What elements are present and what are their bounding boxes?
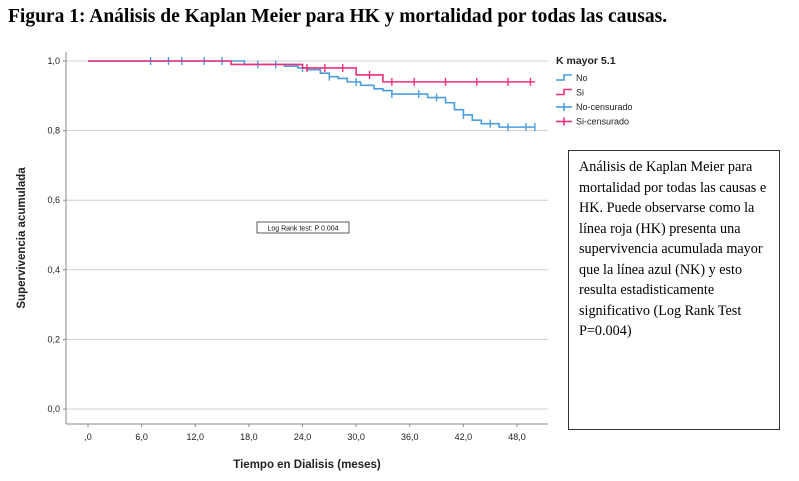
description-box: Análisis de Kaplan Meier para mortalidad… bbox=[568, 150, 780, 430]
survival-line-si bbox=[88, 60, 535, 83]
annotation-log-rank: Log Rank test: P 0.004 bbox=[256, 221, 350, 234]
survival-line-no bbox=[88, 60, 535, 128]
legend-label: No bbox=[576, 73, 588, 83]
x-tick-labels: ,0 6,0 12,0 18,0 24,0 30,0 36,0 42,0 48,0 bbox=[84, 424, 526, 442]
legend-title: K mayor 5.1 bbox=[556, 55, 616, 67]
y-axis-label: Supervivencia acumulada bbox=[16, 167, 28, 309]
legend: K mayor 5.1 No Si No-censurado Si-censurado bbox=[556, 55, 633, 127]
x-tick-label: 42,0 bbox=[455, 432, 473, 442]
legend-swatch-line bbox=[556, 88, 572, 96]
x-tick-label: 24,0 bbox=[294, 432, 312, 442]
y-tick-labels: 0,0 0,2 0,4 0,6 0,8 1,0 bbox=[47, 56, 66, 414]
y-tick-label: 1,0 bbox=[47, 56, 60, 66]
annotation-box bbox=[256, 221, 350, 234]
y-tick-label: 0,0 bbox=[47, 404, 60, 414]
x-axis-label: Tiempo en Dialisis (meses) bbox=[233, 459, 381, 471]
x-tick-label: 12,0 bbox=[186, 432, 204, 442]
survival-curves bbox=[88, 57, 536, 132]
legend-label: No-censurado bbox=[576, 102, 633, 112]
legend-label: Si bbox=[576, 88, 584, 98]
annotation-text: Log Rank test: P 0.004 bbox=[267, 226, 338, 233]
x-tick-label: 6,0 bbox=[135, 432, 148, 442]
x-tick-label: 36,0 bbox=[401, 432, 419, 442]
figure-title: Figura 1: Análisis de Kaplan Meier para … bbox=[8, 6, 668, 27]
x-tick-label: 48,0 bbox=[508, 432, 526, 442]
legend-swatch-line bbox=[556, 74, 572, 81]
legend-label: Si-censurado bbox=[576, 117, 629, 127]
y-tick-label: 0,6 bbox=[47, 195, 60, 205]
y-tick-label: 0,8 bbox=[47, 126, 60, 136]
grid-lines bbox=[66, 60, 548, 410]
x-tick-label: 30,0 bbox=[347, 432, 365, 442]
x-tick-label: ,0 bbox=[84, 432, 92, 442]
x-tick-label: 18,0 bbox=[240, 432, 258, 442]
y-tick-label: 0,4 bbox=[47, 265, 60, 275]
y-tick-label: 0,2 bbox=[47, 334, 60, 344]
